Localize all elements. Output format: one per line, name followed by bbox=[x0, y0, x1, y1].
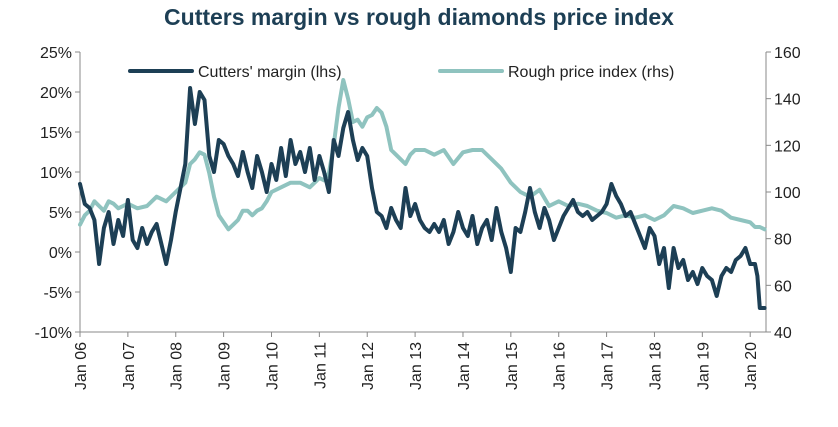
x-tick-label: Jan 13 bbox=[408, 342, 425, 390]
x-tick-label: Jan 16 bbox=[552, 342, 569, 390]
left-tick-label: 10% bbox=[40, 165, 72, 182]
legend-label: Rough price index (rhs) bbox=[508, 64, 674, 81]
right-tick-label: 60 bbox=[774, 278, 792, 295]
x-tick-label: Jan 14 bbox=[456, 342, 473, 390]
left-tick-label: -10% bbox=[35, 325, 72, 342]
x-tick-label: Jan 11 bbox=[312, 342, 329, 389]
series-layer bbox=[78, 78, 767, 310]
left-tick-label: 20% bbox=[40, 85, 72, 102]
axes: 25% 20% 15% 10% 5% 0% -5% -10% 160 140 120 100 80 60 4… bbox=[35, 45, 801, 390]
x-tick-label: Jan 17 bbox=[600, 342, 617, 390]
right-tick-label: 120 bbox=[774, 138, 801, 155]
chart-title: Cutters margin vs rough diamonds price i… bbox=[164, 4, 674, 30]
x-tick-label: Jan 19 bbox=[695, 342, 712, 390]
left-tick-label: 15% bbox=[40, 125, 72, 142]
series-line-rough-price-index bbox=[78, 78, 767, 232]
left-tick-label: 5% bbox=[49, 205, 72, 222]
x-tick-label: Jan 07 bbox=[121, 342, 138, 390]
left-tick-label: 0% bbox=[49, 245, 72, 262]
legend: Cutters' margin (lhs) Rough price index (… bbox=[128, 64, 674, 81]
right-tick-label: 140 bbox=[774, 92, 801, 109]
x-tick-label: Jan 06 bbox=[73, 342, 90, 390]
right-tick-label: 100 bbox=[774, 185, 801, 202]
x-tick-label: Jan 20 bbox=[743, 342, 760, 390]
legend-label: Cutters' margin (lhs) bbox=[198, 64, 342, 81]
x-tick-label: Jan 09 bbox=[217, 342, 234, 390]
x-tick-label: Jan 18 bbox=[647, 342, 664, 390]
left-tick-label: -5% bbox=[44, 285, 72, 302]
left-tick-label: 25% bbox=[40, 45, 72, 62]
right-tick-label: 80 bbox=[774, 232, 792, 249]
series-line-cutters-margin bbox=[78, 86, 767, 310]
x-tick-label: Jan 15 bbox=[504, 342, 521, 390]
right-tick-label: 40 bbox=[774, 325, 792, 342]
right-tick-label: 160 bbox=[774, 45, 801, 62]
x-tick-label: Jan 12 bbox=[360, 342, 377, 390]
x-tick-label: Jan 10 bbox=[264, 342, 281, 390]
x-tick-label: Jan 08 bbox=[169, 342, 186, 390]
